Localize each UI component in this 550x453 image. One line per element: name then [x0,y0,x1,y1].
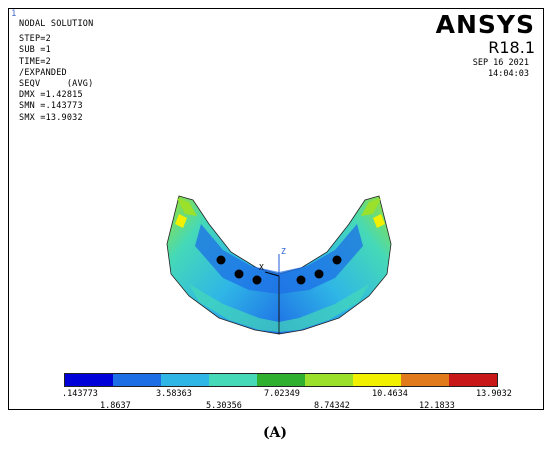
triad-x-label: X [259,263,264,272]
window-number: 1 [11,9,17,19]
figure-caption: (A) [0,425,550,441]
ansys-viewport: 1 NODAL SOLUTION STEP=2 SUB =1 TIME=2 /E… [8,8,544,413]
legend-labels: .143773 1.8637 3.58363 5.30356 7.02349 8… [62,387,534,413]
triad-z-label: Z [281,247,286,256]
info-smn: SMN =.143773 [19,101,83,112]
info-seqv: SEQV (AVG) [19,79,94,90]
legend-label-top-0: .143773 [62,389,98,399]
legend-label-bottom-1: 5.30356 [206,401,242,411]
timestamp: SEP 16 2021 14:04:03 [473,58,529,80]
info-step: STEP=2 [19,34,51,45]
stress-contour-model: Z X [166,195,392,335]
info-dmx: DMX =1.42815 [19,90,83,101]
legend-swatch-7 [401,374,449,386]
legend-swatch-6 [353,374,401,386]
stamp-time: 14:04:03 [488,69,529,79]
legend-label-top-4: 13.9032 [476,389,512,399]
legend-swatch-3 [209,374,257,386]
legend-label-bottom-3: 12.1833 [419,401,455,411]
legend-label-top-1: 3.58363 [156,389,192,399]
ansys-logo: ANSYS R18.1 [436,11,535,57]
legend-swatch-8 [449,374,497,386]
implant-holes [216,255,342,285]
model-lower-zone [189,284,369,332]
model-right-tip [361,198,381,216]
model-left-tip [177,198,197,216]
brand-version: R18.1 [488,38,535,57]
legend-label-bottom-2: 8.74342 [314,401,350,411]
legend-color-bar [64,373,498,387]
legend-swatch-0 [65,374,113,386]
legend-label-top-2: 7.02349 [264,389,300,399]
model-right-hotspot [373,214,385,228]
legend-label-bottom-0: 1.8637 [100,401,131,411]
legend-swatch-2 [161,374,209,386]
solution-info-block: NODAL SOLUTION STEP=2 SUB =1 TIME=2 /EXP… [19,19,93,124]
legend-swatch-4 [257,374,305,386]
model-left-hotspot [175,214,187,228]
caption-text: (A) [262,425,288,441]
info-sub: SUB =1 [19,45,51,56]
stamp-date: SEP 16 2021 [472,58,529,68]
legend-swatch-1 [113,374,161,386]
legend-label-top-3: 10.4634 [372,389,408,399]
coordinate-triad: Z X [259,247,286,277]
solution-title: NODAL SOLUTION [19,19,94,29]
brand-name: ANSYS [435,10,535,39]
info-time: TIME=2 [19,56,51,67]
info-smx: SMX =13.9032 [19,112,83,123]
info-expanded: /EXPANDED [19,67,67,78]
contour-legend: .143773 1.8637 3.58363 5.30356 7.02349 8… [62,373,534,413]
legend-swatch-5 [305,374,353,386]
